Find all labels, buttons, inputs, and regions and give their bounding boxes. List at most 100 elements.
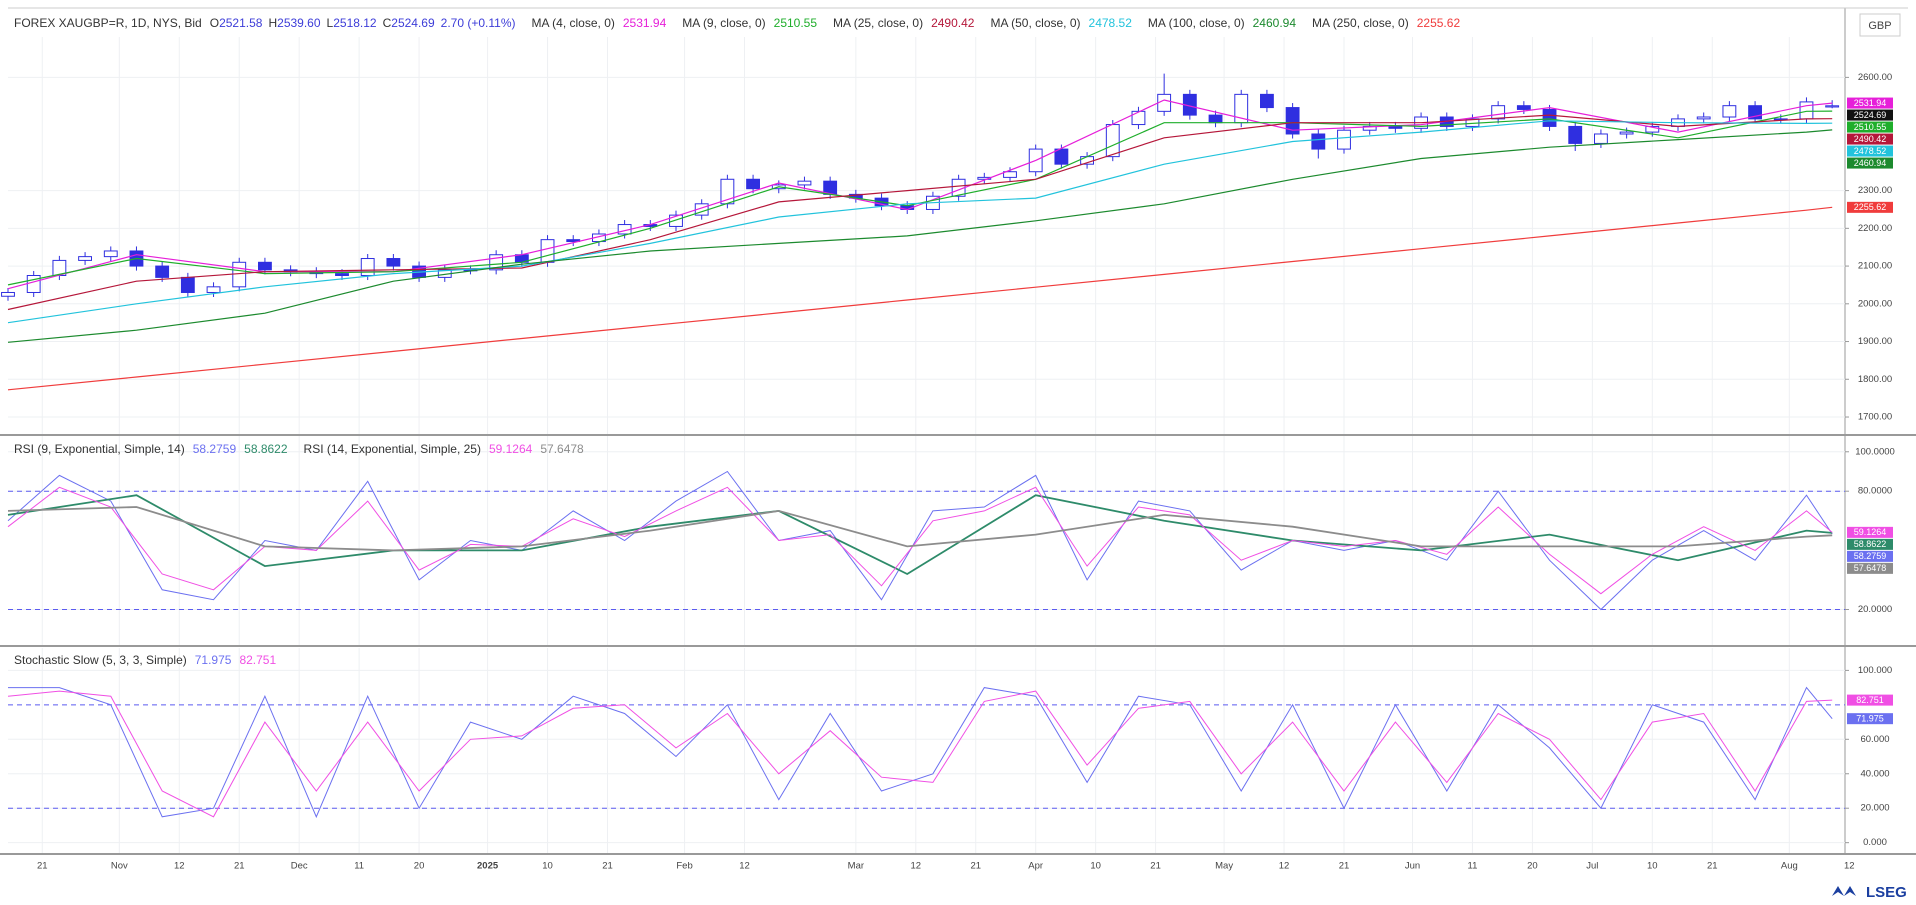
legend-value: 2531.94 (623, 16, 667, 30)
candle-body (1003, 171, 1017, 178)
y-tick-label: 80.0000 (1858, 486, 1892, 497)
legend-name: MA (50, close, 0) (990, 16, 1080, 30)
candle-body (1799, 101, 1814, 120)
candle-body (258, 261, 272, 271)
ma-line (7, 114, 1833, 311)
y-tick-label: 2100.00 (1858, 261, 1892, 272)
legend-name: RSI (14, Exponential, Simple, 25) (304, 442, 481, 456)
x-tick-label: 12 (1279, 861, 1290, 872)
legend-name: MA (100, close, 0) (1148, 16, 1245, 30)
x-tick-label: 12 (911, 861, 922, 872)
candle-body (1619, 131, 1634, 135)
quote-value: 2539.60 (277, 16, 321, 30)
candle-body (540, 239, 555, 263)
quote-value: 2524.69 (391, 16, 435, 30)
candle-body (1568, 125, 1583, 144)
candle-body (1285, 107, 1300, 135)
candle-body (1131, 110, 1146, 126)
legend-value: 82.751 (239, 653, 276, 667)
candle-body (1311, 133, 1326, 150)
candle-body (1722, 105, 1737, 118)
quote-value: 2518.12 (333, 16, 377, 30)
value-tag-label: 2255.62 (1854, 202, 1887, 212)
currency-box (1859, 13, 1901, 37)
indicator-line (7, 690, 1833, 818)
grid (8, 37, 1845, 434)
candle-body (103, 250, 118, 258)
y-tick-label: 1700.00 (1858, 412, 1892, 423)
x-tick-label: 2025 (477, 861, 499, 872)
x-tick-label: 21 (1150, 861, 1161, 872)
indicator-line (8, 686, 1833, 819)
value-tag-label: 58.8622 (1854, 539, 1887, 549)
x-tick-label: Dec (291, 861, 308, 872)
x-tick-label: Mar (848, 861, 864, 872)
x-tick-label: 21 (1707, 861, 1718, 872)
value-tag (1847, 694, 1893, 706)
legend-name: MA (250, close, 0) (1312, 16, 1409, 30)
brand-logo: LSEG (1832, 884, 1907, 901)
y-tick-label: 100.0000 (1855, 446, 1895, 457)
value-tag (1847, 562, 1893, 574)
legend-value: 58.2759 (193, 442, 237, 456)
legend-name: RSI (9, Exponential, Simple, 14) (14, 442, 185, 456)
legend-value: 58.8622 (244, 442, 288, 456)
value-tag (1847, 713, 1893, 725)
logo-icon (1832, 886, 1856, 896)
legend-value: 2510.55 (774, 16, 818, 30)
quote-label: C (383, 16, 392, 30)
x-tick-label: 20 (414, 861, 425, 872)
value-tag-label: 2460.94 (1854, 158, 1887, 168)
candle-body (1337, 129, 1351, 150)
candle-body (1516, 105, 1531, 110)
y-tick-label: 2200.00 (1858, 223, 1892, 234)
value-tag-label: 2531.94 (1854, 98, 1887, 108)
legend-name: MA (25, close, 0) (833, 16, 923, 30)
x-tick-label: 10 (1090, 861, 1101, 872)
x-tick-label: 11 (1468, 861, 1478, 872)
value-tag-label: 2524.69 (1854, 110, 1887, 120)
legend: FOREX XAUGBP=R, 1D, NYS, Bid O2521.58 H253… (14, 16, 1460, 30)
value-tag-label: 58.2759 (1854, 551, 1887, 561)
candle-body (1260, 93, 1274, 109)
candle-body (232, 261, 247, 288)
candle-body (1645, 125, 1660, 133)
legend: RSI (9, Exponential, Simple, 14) 58.2759 5… (14, 442, 584, 456)
x-tick-label: May (1215, 861, 1233, 872)
y-tick-label: 40.000 (1860, 768, 1889, 779)
candle-body (1, 291, 15, 297)
x-tick-label: 20 (1527, 861, 1538, 872)
x-tick-label: Feb (676, 861, 692, 872)
ma-line (7, 120, 1833, 324)
value-tag (1847, 97, 1893, 109)
value-tag (1847, 550, 1893, 562)
ma-line (7, 110, 1833, 286)
candle-body (360, 258, 375, 277)
candle-body (78, 256, 93, 261)
y-tick-label: 60.000 (1860, 734, 1889, 745)
quote-label: L (327, 16, 334, 30)
x-tick-label: Jul (1586, 861, 1598, 872)
y-tick-label: 100.000 (1858, 665, 1892, 676)
candle-body (180, 276, 195, 293)
value-tag-label: 2510.55 (1854, 122, 1887, 132)
candle-body (1491, 105, 1506, 120)
legend-value: 2490.42 (931, 16, 975, 30)
candle-body (1825, 105, 1840, 108)
candle-body (746, 178, 761, 190)
candle-body (669, 214, 683, 227)
legend-value: 2460.94 (1253, 16, 1297, 30)
x-tick-label: Jun (1405, 861, 1420, 872)
value-tag-label: 57.6478 (1854, 563, 1887, 573)
y-tick-label: 1900.00 (1858, 336, 1892, 347)
candle-body (1388, 125, 1403, 129)
value-tag-label: 2478.52 (1854, 146, 1887, 156)
value-tag (1847, 157, 1893, 169)
legend-value: 57.6478 (540, 442, 584, 456)
candle-body (1054, 148, 1069, 165)
candle-body (1542, 108, 1557, 127)
x-tick-label: 21 (602, 861, 613, 872)
candle-body (1696, 116, 1711, 120)
x-tick-label: 12 (1844, 861, 1855, 872)
